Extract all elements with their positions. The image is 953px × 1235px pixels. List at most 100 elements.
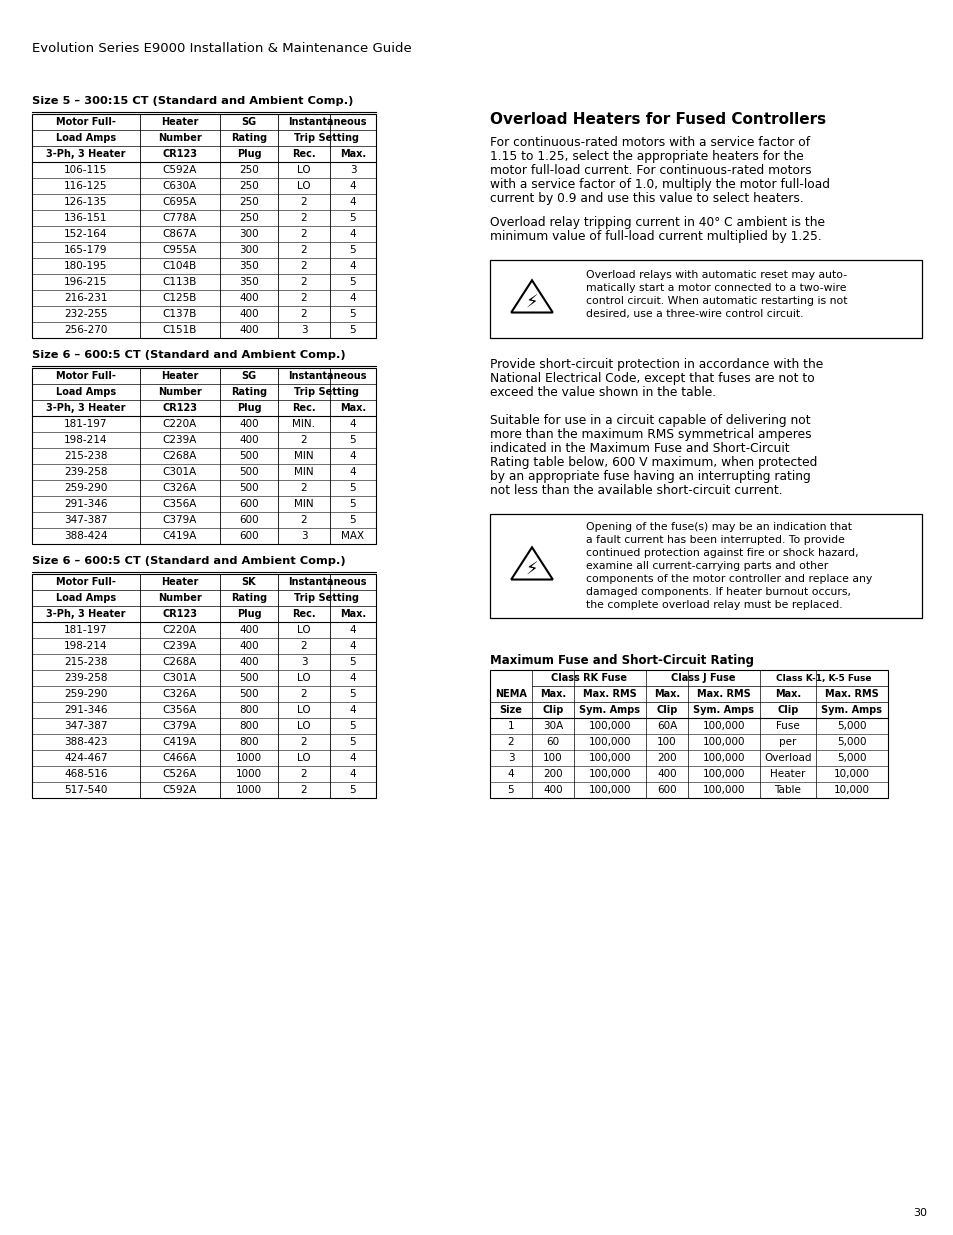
Text: Max.: Max. — [339, 149, 366, 159]
Text: 291-346: 291-346 — [64, 499, 108, 509]
Text: Motor Full-: Motor Full- — [56, 577, 116, 587]
Text: 126-135: 126-135 — [64, 198, 108, 207]
Text: 4: 4 — [350, 641, 355, 651]
Text: 3: 3 — [300, 657, 307, 667]
Text: Class J Fuse: Class J Fuse — [670, 673, 735, 683]
Text: Number: Number — [158, 133, 202, 143]
Text: ⚡: ⚡ — [525, 294, 537, 312]
Text: 5: 5 — [350, 515, 355, 525]
Text: 2: 2 — [300, 309, 307, 319]
Text: Heater: Heater — [161, 577, 198, 587]
Text: 347-387: 347-387 — [64, 721, 108, 731]
Text: 250: 250 — [239, 198, 258, 207]
Text: desired, use a three-wire control circuit.: desired, use a three-wire control circui… — [585, 309, 802, 319]
Text: C419A: C419A — [163, 531, 197, 541]
Text: C301A: C301A — [163, 467, 197, 477]
Text: Max. RMS: Max. RMS — [697, 689, 750, 699]
Text: 347-387: 347-387 — [64, 515, 108, 525]
Text: 232-255: 232-255 — [64, 309, 108, 319]
Text: 136-151: 136-151 — [64, 212, 108, 224]
Text: 400: 400 — [239, 657, 258, 667]
Text: 165-179: 165-179 — [64, 245, 108, 254]
Text: 400: 400 — [239, 435, 258, 445]
Text: 30A: 30A — [542, 721, 562, 731]
Text: 10,000: 10,000 — [833, 769, 869, 779]
Text: C268A: C268A — [163, 657, 197, 667]
Text: 181-197: 181-197 — [64, 419, 108, 429]
Text: Instantaneous: Instantaneous — [288, 117, 366, 127]
Text: 100,000: 100,000 — [588, 721, 631, 731]
Text: 388-424: 388-424 — [64, 531, 108, 541]
Text: 181-197: 181-197 — [64, 625, 108, 635]
Text: C379A: C379A — [163, 515, 197, 525]
Text: MIN.: MIN. — [293, 419, 315, 429]
Text: exceed the value shown in the table.: exceed the value shown in the table. — [490, 387, 716, 399]
Text: C778A: C778A — [163, 212, 197, 224]
Text: 5: 5 — [507, 785, 514, 795]
Text: 5: 5 — [350, 277, 355, 287]
Text: 1000: 1000 — [235, 785, 262, 795]
Text: 600: 600 — [657, 785, 676, 795]
Text: 100: 100 — [657, 737, 676, 747]
Text: C239A: C239A — [163, 435, 197, 445]
Text: 216-231: 216-231 — [64, 293, 108, 303]
Text: Provide short-circuit protection in accordance with the: Provide short-circuit protection in acco… — [490, 358, 822, 370]
Text: 250: 250 — [239, 165, 258, 175]
Text: C695A: C695A — [163, 198, 197, 207]
Text: 291-346: 291-346 — [64, 705, 108, 715]
Text: 60A: 60A — [657, 721, 677, 731]
Text: 2: 2 — [300, 515, 307, 525]
Text: Overload relay tripping current in 40° C ambient is the: Overload relay tripping current in 40° C… — [490, 216, 824, 228]
Text: 2: 2 — [300, 245, 307, 254]
Text: 5: 5 — [350, 325, 355, 335]
Text: SG: SG — [241, 370, 256, 382]
Text: C356A: C356A — [163, 705, 197, 715]
Bar — [490, 514, 921, 618]
Text: Heater: Heater — [161, 117, 198, 127]
Text: 2: 2 — [300, 641, 307, 651]
Text: Overload relays with automatic reset may auto-: Overload relays with automatic reset may… — [585, 270, 846, 280]
Text: 2: 2 — [300, 261, 307, 270]
Text: 500: 500 — [239, 689, 258, 699]
Text: Rec.: Rec. — [292, 609, 315, 619]
Text: 100,000: 100,000 — [588, 769, 631, 779]
Text: 5: 5 — [350, 245, 355, 254]
Text: 259-290: 259-290 — [64, 483, 108, 493]
Text: 100: 100 — [542, 753, 562, 763]
Text: 3-Ph, 3 Heater: 3-Ph, 3 Heater — [46, 609, 126, 619]
Text: C104B: C104B — [163, 261, 197, 270]
Text: MAX: MAX — [341, 531, 364, 541]
Text: Trip Setting: Trip Setting — [294, 593, 359, 603]
Text: Suitable for use in a circuit capable of delivering not: Suitable for use in a circuit capable of… — [490, 414, 810, 427]
Text: 517-540: 517-540 — [64, 785, 108, 795]
Text: 198-214: 198-214 — [64, 435, 108, 445]
Text: Heater: Heater — [769, 769, 805, 779]
Text: Plug: Plug — [236, 403, 261, 412]
Text: examine all current-carrying parts and other: examine all current-carrying parts and o… — [585, 561, 827, 571]
Text: 388-423: 388-423 — [64, 737, 108, 747]
Text: 200: 200 — [542, 769, 562, 779]
Text: Opening of the fuse(s) may be an indication that: Opening of the fuse(s) may be an indicat… — [585, 522, 851, 532]
Text: not less than the available short-circuit current.: not less than the available short-circui… — [490, 484, 781, 496]
Text: C301A: C301A — [163, 673, 197, 683]
Text: 4: 4 — [350, 228, 355, 240]
Text: Number: Number — [158, 387, 202, 396]
Text: 3: 3 — [507, 753, 514, 763]
Text: C326A: C326A — [163, 483, 197, 493]
Text: 2: 2 — [300, 483, 307, 493]
Text: For continuous-rated motors with a service factor of: For continuous-rated motors with a servi… — [490, 136, 809, 149]
Text: 2: 2 — [300, 737, 307, 747]
Text: 1000: 1000 — [235, 753, 262, 763]
Text: per: per — [779, 737, 796, 747]
Text: 600: 600 — [239, 499, 258, 509]
Text: 5: 5 — [350, 309, 355, 319]
Text: Max. RMS: Max. RMS — [824, 689, 878, 699]
Text: MIN: MIN — [294, 467, 314, 477]
Text: CR123: CR123 — [162, 609, 197, 619]
Text: 500: 500 — [239, 451, 258, 461]
Bar — [490, 261, 921, 338]
Text: 2: 2 — [507, 737, 514, 747]
Text: Size 5 – 300:15 CT (Standard and Ambient Comp.): Size 5 – 300:15 CT (Standard and Ambient… — [32, 96, 353, 106]
Text: 5,000: 5,000 — [837, 737, 866, 747]
Text: Plug: Plug — [236, 609, 261, 619]
